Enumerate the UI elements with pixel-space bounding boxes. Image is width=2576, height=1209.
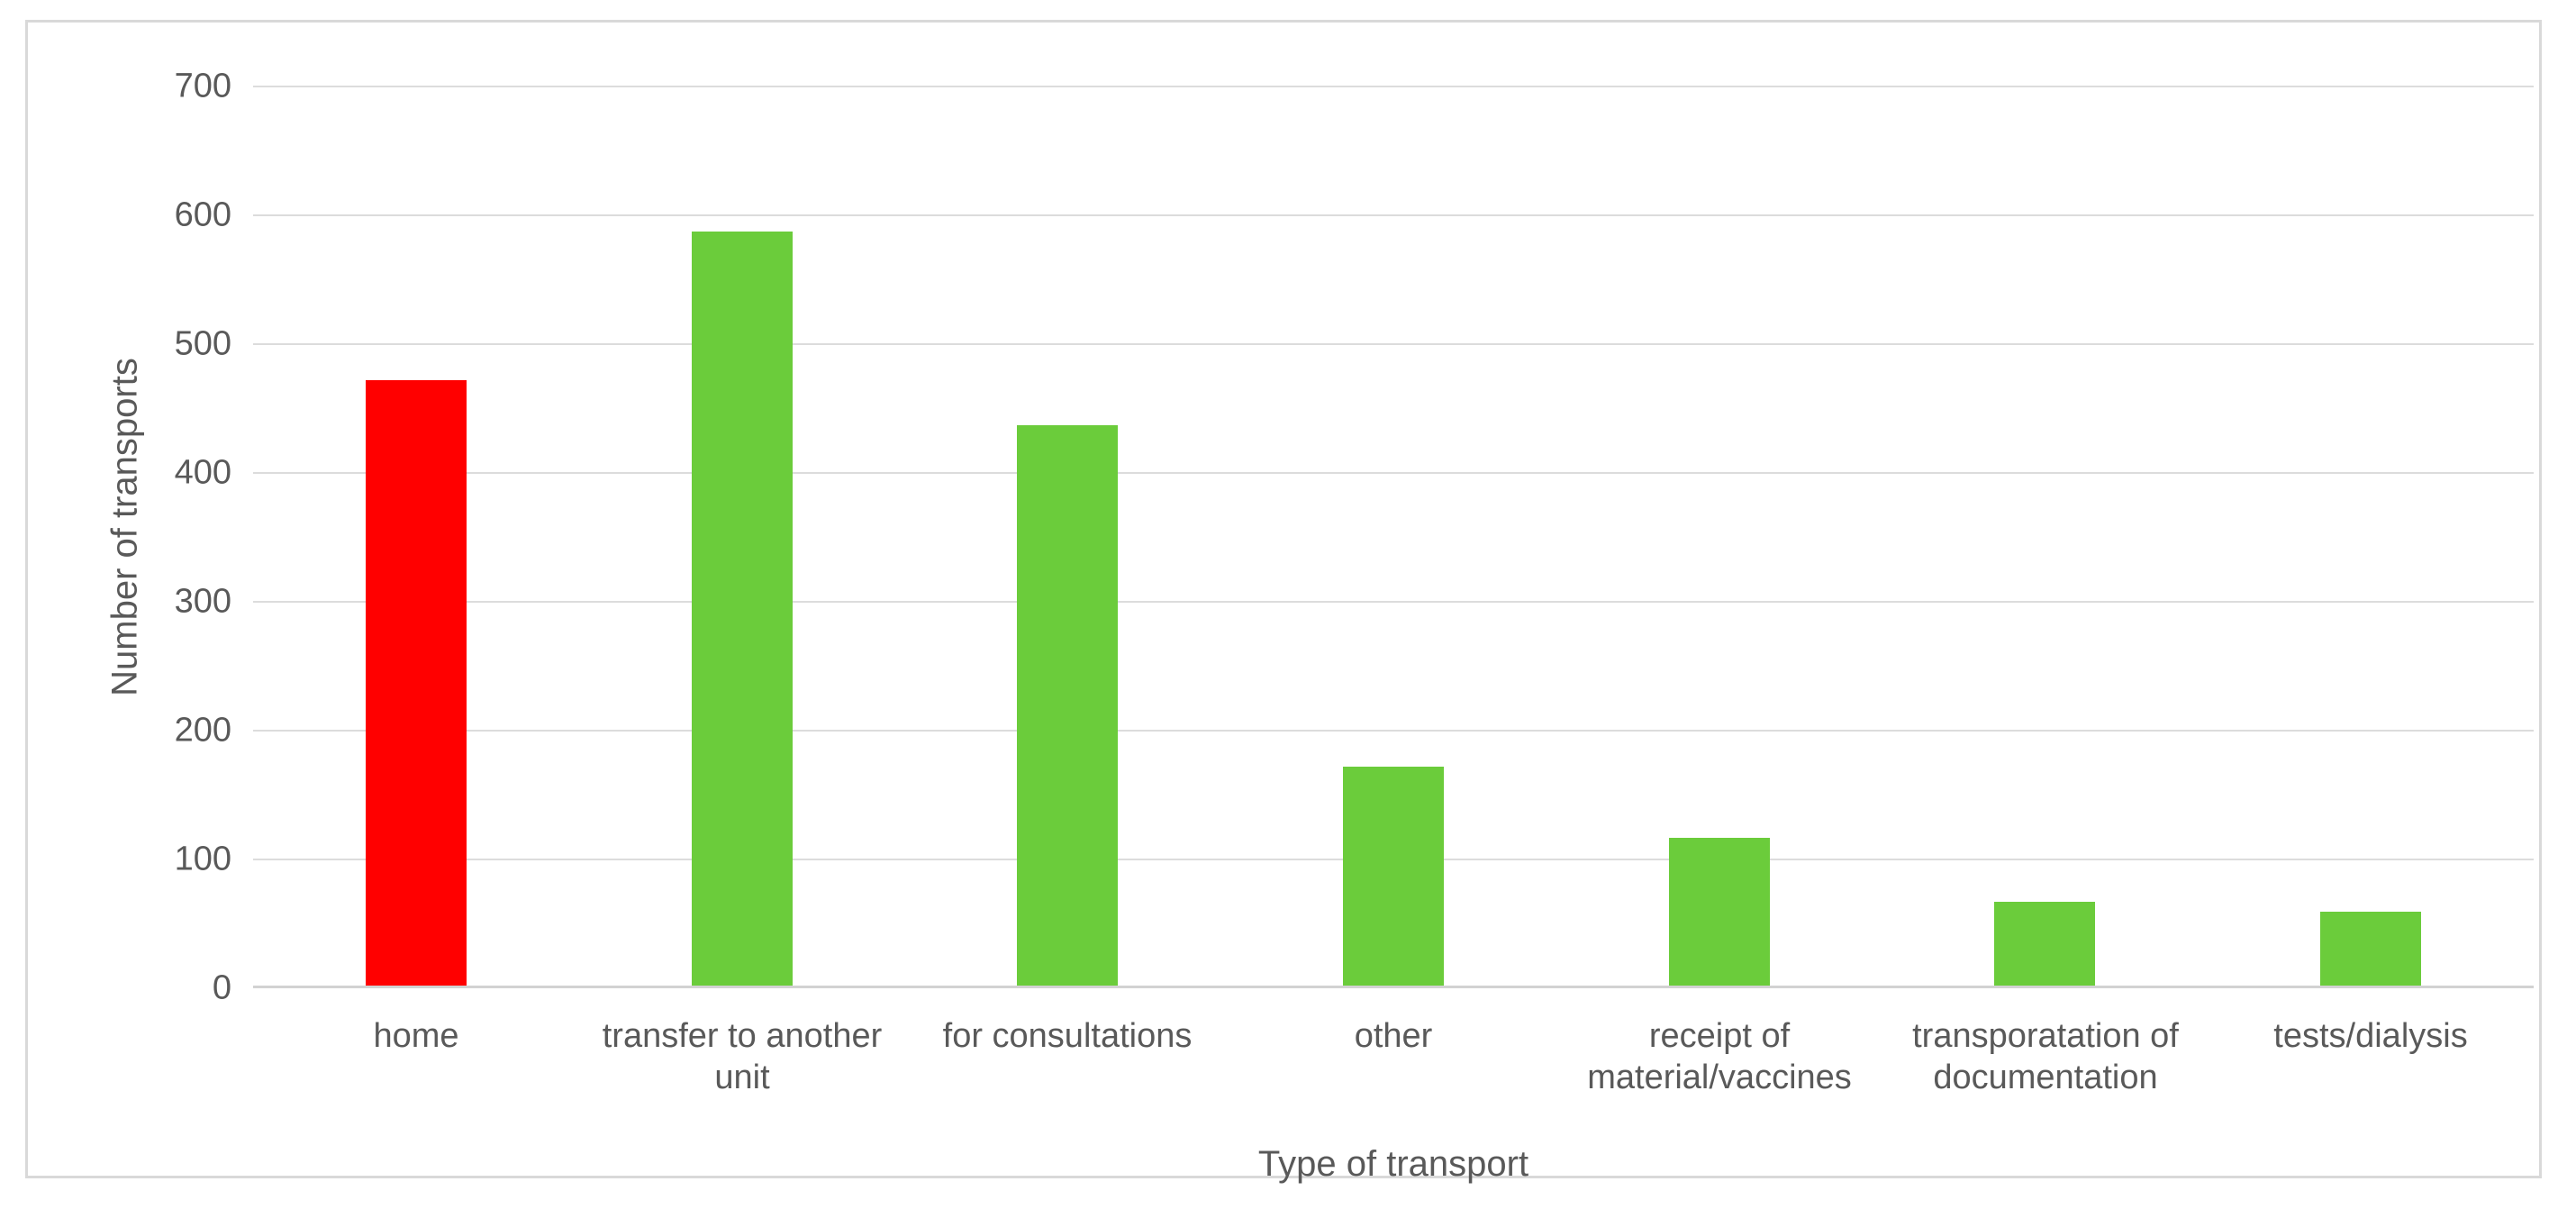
y-tick-label-300: 300 xyxy=(174,582,231,621)
gridline-600 xyxy=(253,214,2534,216)
y-tick-label-200: 200 xyxy=(174,711,231,750)
bar-transfer-to-another-unit xyxy=(692,232,793,986)
x-label-tests-dialysis: tests/dialysis xyxy=(2208,1015,2534,1057)
bar-transporatation-of-documentation xyxy=(1994,902,2095,986)
x-label-text: other xyxy=(1354,1017,1433,1055)
gridline-700 xyxy=(253,86,2534,87)
y-tick-label-600: 600 xyxy=(174,195,231,234)
x-label-transfer-to-another-unit: transfer to another unit xyxy=(579,1015,905,1098)
gridline-200 xyxy=(253,730,2534,732)
chart-frame: Number of transports 700 600 500 400 300 200 1… xyxy=(25,20,2542,1184)
bar-other xyxy=(1343,767,1444,986)
y-tick-label-700: 700 xyxy=(174,67,231,105)
bar-home xyxy=(366,380,467,986)
x-label-text: home xyxy=(373,1017,459,1055)
bar-tests-dialysis xyxy=(2320,912,2421,986)
x-label-other: other xyxy=(1230,1015,1556,1057)
gridline-400 xyxy=(253,472,2534,474)
y-tick-label-400: 400 xyxy=(174,453,231,492)
x-label-home: home xyxy=(253,1015,579,1057)
x-axis-category-labels: home transfer to another unit for consulta… xyxy=(253,1015,2534,1123)
y-tick-label-500: 500 xyxy=(174,324,231,363)
x-label-text: tests/dialysis xyxy=(2273,1017,2468,1055)
x-axis-title: Type of transport xyxy=(1257,1144,1529,1184)
x-label-text: transfer to another unit xyxy=(602,1017,883,1096)
x-label-text: receipt of material/vaccines xyxy=(1587,1017,1852,1096)
x-label-for-consultations: for consultations xyxy=(904,1015,1230,1057)
bar-for-consultations xyxy=(1017,425,1118,986)
x-label-text: transporatation of documentation xyxy=(1912,1017,2179,1096)
bar-receipt-of-material-vaccines xyxy=(1669,838,1770,986)
x-label-transporatation-of-documentation: transporatation of documentation xyxy=(1882,1015,2209,1098)
gridline-0 xyxy=(253,986,2534,988)
gridline-500 xyxy=(253,343,2534,345)
x-label-receipt-of-material-vaccines: receipt of material/vaccines xyxy=(1556,1015,1882,1098)
x-label-text: for consultations xyxy=(942,1017,1193,1055)
plot-area xyxy=(253,86,2534,988)
y-tick-label-100: 100 xyxy=(174,840,231,878)
gridline-300 xyxy=(253,601,2534,603)
y-axis-tick-labels: 700 600 500 400 300 200 100 0 xyxy=(28,68,231,1007)
y-tick-label-0: 0 xyxy=(212,968,231,1007)
